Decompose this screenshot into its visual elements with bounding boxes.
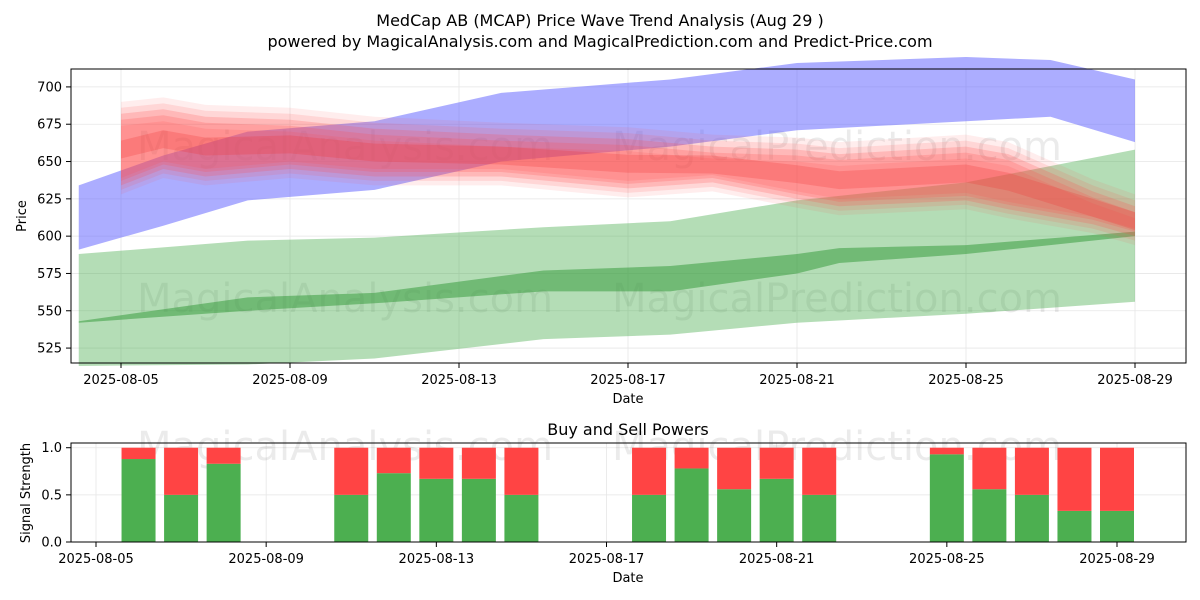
price-x-tick-label: 2025-08-05	[83, 373, 159, 388]
green-band-inner	[78, 231, 1135, 323]
sell-bar	[504, 447, 539, 495]
signal-x-tick-label: 2025-08-21	[739, 552, 815, 567]
buy-bar	[419, 478, 454, 542]
price-y-tick-label: 600	[37, 230, 62, 245]
price-y-tick-label: 525	[37, 342, 62, 357]
red-band-layer	[121, 103, 1135, 241]
signal-x-tick-label: 2025-08-09	[228, 552, 304, 567]
buy-bar	[759, 478, 794, 542]
signal-x-tick-label: 2025-08-29	[1079, 552, 1155, 567]
red-band-layer	[121, 121, 1135, 229]
price-panel: MagicalAnalysis.comMagicalPrediction.com…	[15, 57, 1187, 407]
price-y-tick-label: 550	[37, 304, 62, 319]
price-y-tick-label: 575	[37, 267, 62, 282]
sell-bar	[632, 447, 667, 495]
signal-chart-title: Buy and Sell Powers	[547, 420, 709, 439]
sell-bar	[164, 447, 199, 495]
signal-x-ticks: 2025-08-05 2025-08-09 2025-08-13 2025-08-17…	[58, 542, 1155, 567]
signal-x-tick-label: 2025-08-13	[399, 552, 475, 567]
buy-bar	[164, 494, 199, 542]
sell-bar	[206, 447, 241, 464]
signal-x-tick-label: 2025-08-17	[569, 552, 645, 567]
red-band-layer	[121, 109, 1135, 237]
sell-bar	[1100, 447, 1134, 511]
red-band-layer	[121, 97, 1135, 246]
buy-bar	[1014, 494, 1049, 542]
sell-bar	[1014, 447, 1049, 495]
price-x-tick-label: 2025-08-25	[928, 373, 1004, 388]
signal-y-tick-label: 0.5	[41, 488, 62, 503]
blue-band	[78, 57, 1135, 250]
buy-bar	[972, 489, 1007, 542]
sell-bar	[334, 447, 369, 495]
buy-bar	[802, 494, 837, 542]
buy-bar	[121, 459, 156, 542]
sell-bar	[972, 447, 1007, 490]
price-x-tick-label: 2025-08-09	[252, 373, 328, 388]
chart-subtitle: powered by MagicalAnalysis.com and Magic…	[267, 32, 932, 51]
buy-bar	[1057, 510, 1092, 542]
sell-bar	[674, 447, 709, 469]
sell-bar	[376, 447, 411, 474]
signal-y-tick-label: 1.0	[41, 441, 62, 456]
green-band-outer	[78, 149, 1135, 366]
buy-bar	[376, 473, 411, 542]
signal-plot-border	[70, 442, 1187, 543]
signal-x-axis-label: Date	[612, 571, 643, 586]
price-x-tick-label: 2025-08-21	[759, 373, 835, 388]
sell-bar	[419, 447, 454, 479]
price-x-tick-label: 2025-08-29	[1097, 373, 1173, 388]
buy-bar	[632, 494, 667, 542]
buy-bar	[504, 494, 539, 542]
price-y-ticks: 525 550 575 600 625 650 675 700	[37, 80, 71, 357]
signal-x-tick-label: 2025-08-25	[909, 552, 985, 567]
signal-y-ticks: 0.0 0.5 1.0	[41, 441, 71, 551]
buy-bar	[674, 468, 709, 542]
signal-bars	[121, 447, 1134, 542]
buy-bar	[334, 494, 369, 542]
red-band-layer	[121, 115, 1135, 232]
buy-bar	[1100, 510, 1134, 542]
price-x-axis-label: Date	[612, 392, 643, 407]
buy-bar	[206, 463, 241, 542]
signal-x-tick-label: 2025-08-05	[58, 552, 134, 567]
chart-title: MedCap AB (MCAP) Price Wave Trend Analys…	[376, 11, 823, 30]
price-y-tick-label: 700	[37, 80, 62, 95]
sell-bar	[759, 447, 794, 479]
price-bands	[78, 57, 1135, 366]
price-y-tick-label: 625	[37, 192, 62, 207]
buy-bar	[461, 478, 496, 542]
signal-y-tick-label: 0.0	[41, 536, 62, 551]
buy-bar	[717, 489, 752, 542]
price-y-tick-label: 675	[37, 118, 62, 133]
price-y-axis-label: Price	[15, 200, 30, 232]
sell-bar	[802, 447, 837, 495]
sell-bar	[929, 447, 964, 455]
price-x-tick-label: 2025-08-17	[590, 373, 666, 388]
sell-bar	[121, 447, 156, 460]
sell-bar	[717, 447, 752, 490]
signal-y-axis-label: Signal Strength	[19, 443, 34, 543]
price-x-tick-label: 2025-08-13	[421, 373, 497, 388]
price-y-tick-label: 650	[37, 155, 62, 170]
signal-panel: Buy and Sell Powers MagicalAnalysis.com M…	[19, 420, 1187, 586]
sell-bar	[461, 447, 496, 479]
red-band-core	[121, 130, 1135, 231]
buy-bar	[929, 454, 964, 542]
price-x-ticks: 2025-08-05 2025-08-09 2025-08-13 2025-08-17…	[83, 363, 1173, 388]
sell-bar	[1057, 447, 1092, 511]
